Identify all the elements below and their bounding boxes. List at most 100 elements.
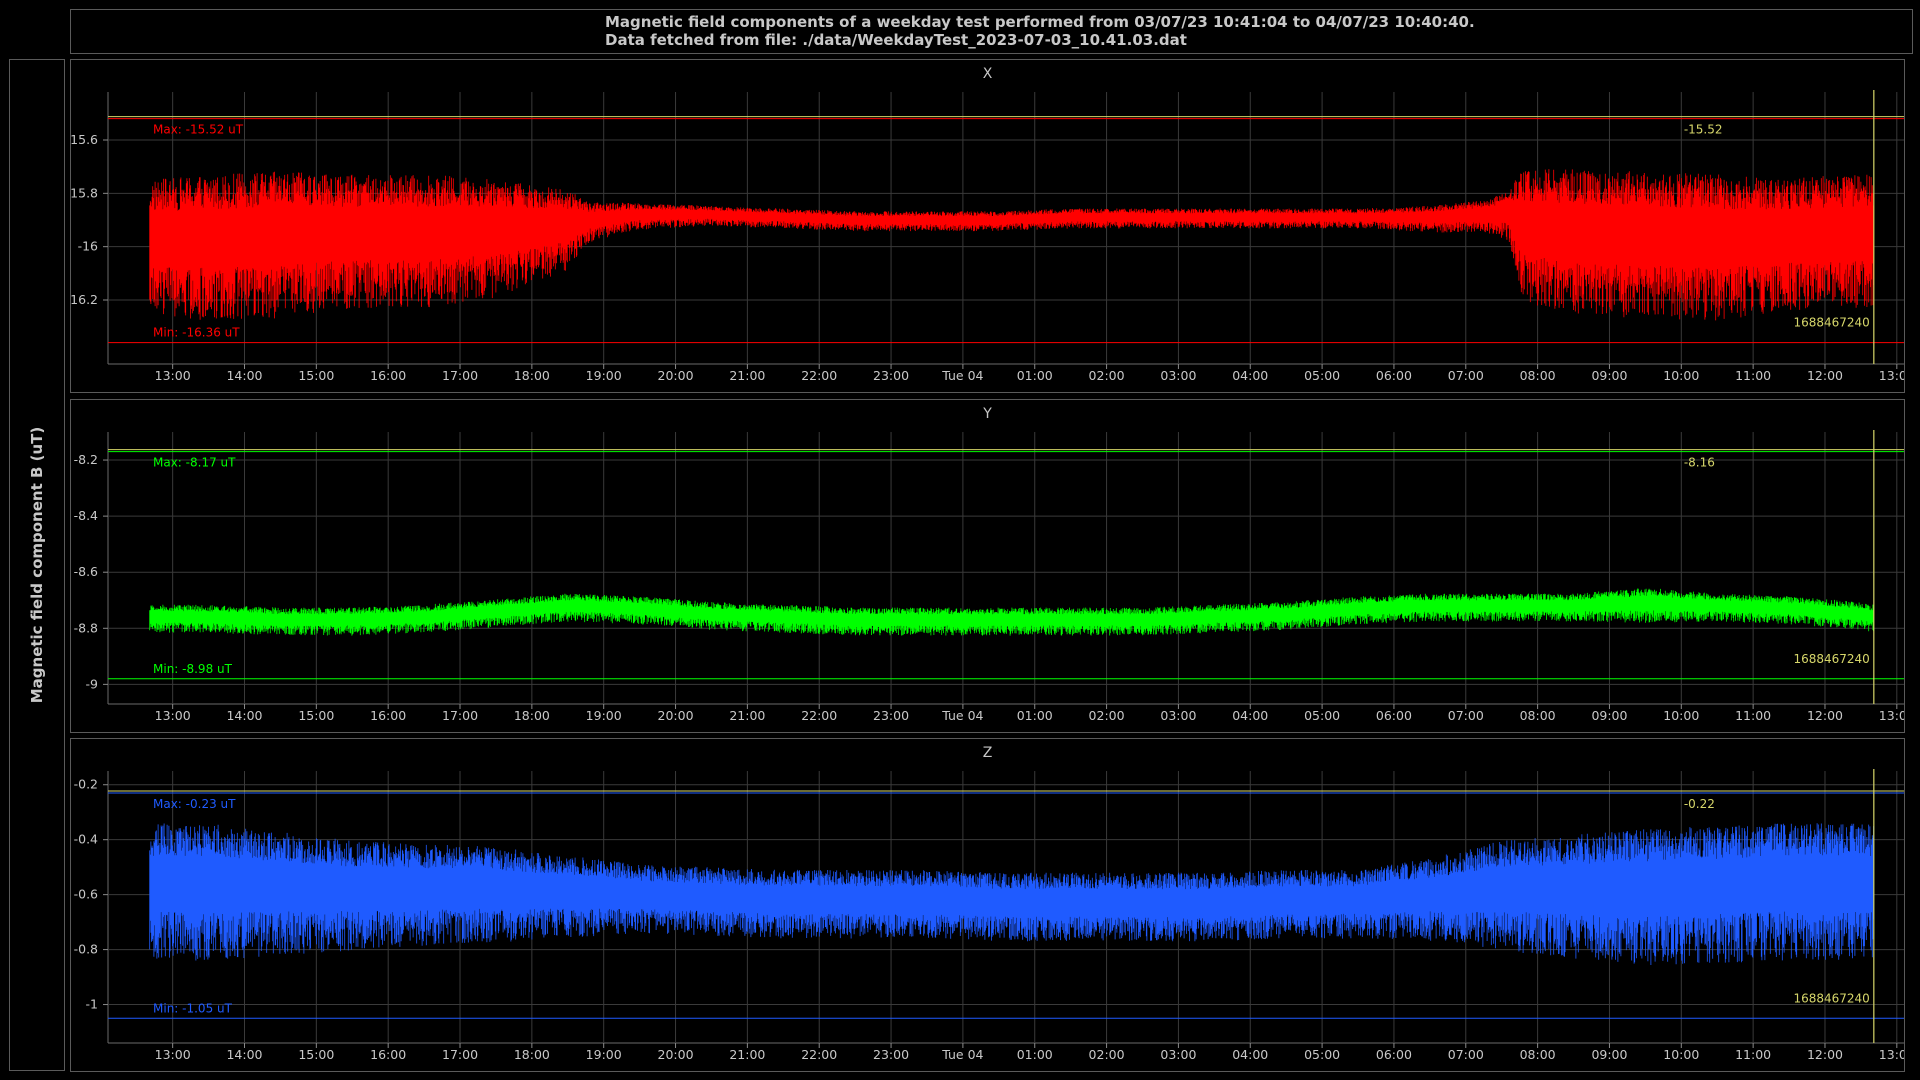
y-tick-label: -8.2 [74,452,98,467]
x-tick-label: 09:00 [1591,708,1627,723]
y-tick-label: -16 [78,239,98,254]
signal-trace-z [149,823,1874,965]
x-tick-label: 16:00 [370,368,406,383]
x-tick-label: 07:00 [1448,708,1484,723]
x-tick-label: 19:00 [586,368,622,383]
x-tick-label: 04:00 [1232,368,1268,383]
x-tick-label: 10:00 [1663,1047,1699,1062]
x-tick-label: 17:00 [442,708,478,723]
x-tick-label: 12:00 [1807,708,1843,723]
x-tick-label: 16:00 [370,708,406,723]
y-tick-label: -15.8 [71,185,98,200]
cursor-time-label: 1688467240 [1793,316,1869,330]
x-tick-label: 14:00 [226,708,262,723]
x-tick-label: 06:00 [1376,708,1412,723]
cursor-value-label: -8.16 [1684,456,1715,470]
x-tick-label: 21:00 [729,1047,765,1062]
x-tick-label: 01:00 [1017,1047,1053,1062]
x-tick-label: 13:00 [1879,1047,1904,1062]
x-tick-label: 15:00 [298,368,334,383]
max-label: Max: -8.17 uT [153,456,236,470]
y-tick-label: -0.6 [74,887,98,902]
x-tick-label: 13:00 [155,708,191,723]
y-tick-label: -9 [86,676,99,691]
cursor-value-label: -15.52 [1684,123,1723,137]
min-label: Min: -1.05 uT [153,1001,233,1015]
min-label: Min: -8.98 uT [153,662,233,676]
panel-y[interactable]: Y 13:00 14:00 15:00 16:00 17:00 18:00 19:00 20:0… [70,399,1905,733]
x-tick-label: 13:00 [1879,708,1904,723]
x-tick-label: Tue 04 [941,1047,983,1062]
max-label: Max: -0.23 uT [153,797,236,811]
x-tick-label: 05:00 [1304,1047,1340,1062]
plot-x[interactable]: X 13:00 14:00 15:00 16:00 17:00 18:00 19:00 20:0… [71,60,1904,392]
x-tick-label: 06:00 [1376,1047,1412,1062]
x-tick-label: 22:00 [801,368,837,383]
y-tick-label: -15.6 [71,132,98,147]
y-tick-label: -16.2 [71,292,98,307]
x-tick-label: 19:00 [586,708,622,723]
x-tick-label: 23:00 [873,1047,909,1062]
x-tick-label: 14:00 [226,368,262,383]
x-tick-label: 17:00 [442,368,478,383]
y-tick-label: -0.2 [74,777,98,792]
x-tick-label: Tue 04 [941,368,983,383]
x-tick-label: 19:00 [586,1047,622,1062]
y-tick-label: -1 [86,997,98,1012]
x-tick-label: 15:00 [298,1047,334,1062]
chart-title-box: Magnetic field components of a weekday t… [70,9,1913,54]
max-label: Max: -15.52 uT [153,123,244,137]
x-tick-label: 21:00 [729,368,765,383]
x-tick-label: 13:00 [155,1047,191,1062]
x-tick-label: 12:00 [1807,368,1843,383]
x-tick-label: 23:00 [873,368,909,383]
x-tick-label: 07:00 [1448,1047,1484,1062]
x-tick-label: 05:00 [1304,368,1340,383]
panel-title: Z [983,745,993,761]
x-tick-label: 18:00 [514,708,550,723]
y-axis-label-box: Magnetic field component B (uT) [9,59,65,1071]
x-tick-label: 01:00 [1017,708,1053,723]
panel-title: Y [982,406,992,422]
x-tick-label: 10:00 [1663,708,1699,723]
signal-trace-x [149,169,1874,321]
x-tick-label: 11:00 [1735,708,1771,723]
x-tick-label: 18:00 [514,368,550,383]
x-tick-label: 15:00 [298,708,334,723]
y-tick-label: -0.4 [74,832,98,847]
x-tick-label: 16:00 [370,1047,406,1062]
x-tick-label: 20:00 [658,368,694,383]
x-tick-label: 04:00 [1232,708,1268,723]
panel-x[interactable]: X 13:00 14:00 15:00 16:00 17:00 18:00 19:00 20:0… [70,59,1905,393]
x-tick-label: 08:00 [1520,1047,1556,1062]
y-tick-label: -8.8 [74,620,98,635]
x-tick-label: 02:00 [1089,368,1125,383]
x-tick-label: 12:00 [1807,1047,1843,1062]
x-tick-label: 14:00 [226,1047,262,1062]
x-tick-label: 22:00 [801,1047,837,1062]
x-tick-label: 21:00 [729,708,765,723]
x-tick-label: 03:00 [1160,1047,1196,1062]
x-tick-label: 01:00 [1017,368,1053,383]
plot-z[interactable]: Z 13:00 14:00 15:00 16:00 17:00 18:00 19:00 20:0… [71,739,1904,1071]
chart-title-line2: Data fetched from file: ./data/WeekdayTe… [605,31,1187,49]
x-tick-label: 08:00 [1520,708,1556,723]
x-tick-label: 22:00 [801,708,837,723]
x-tick-label: 07:00 [1448,368,1484,383]
x-tick-label: 18:00 [514,1047,550,1062]
panel-z[interactable]: Z 13:00 14:00 15:00 16:00 17:00 18:00 19:00 20:0… [70,738,1905,1072]
x-tick-label: 04:00 [1232,1047,1268,1062]
y-axis-label: Magnetic field component B (uT) [28,426,46,704]
panel-title: X [983,66,993,82]
plot-y[interactable]: Y 13:00 14:00 15:00 16:00 17:00 18:00 19:00 20:0… [71,400,1904,732]
x-tick-label: 11:00 [1735,368,1771,383]
x-tick-label: 20:00 [658,1047,694,1062]
x-tick-label: 17:00 [442,1047,478,1062]
x-tick-label: Tue 04 [941,708,983,723]
x-tick-label: 05:00 [1304,708,1340,723]
x-tick-label: 06:00 [1376,368,1412,383]
cursor-time-label: 1688467240 [1793,652,1869,666]
chart-title-line1: Magnetic field components of a weekday t… [605,13,1475,31]
cursor-time-label: 1688467240 [1793,991,1869,1005]
x-tick-label: 20:00 [658,708,694,723]
